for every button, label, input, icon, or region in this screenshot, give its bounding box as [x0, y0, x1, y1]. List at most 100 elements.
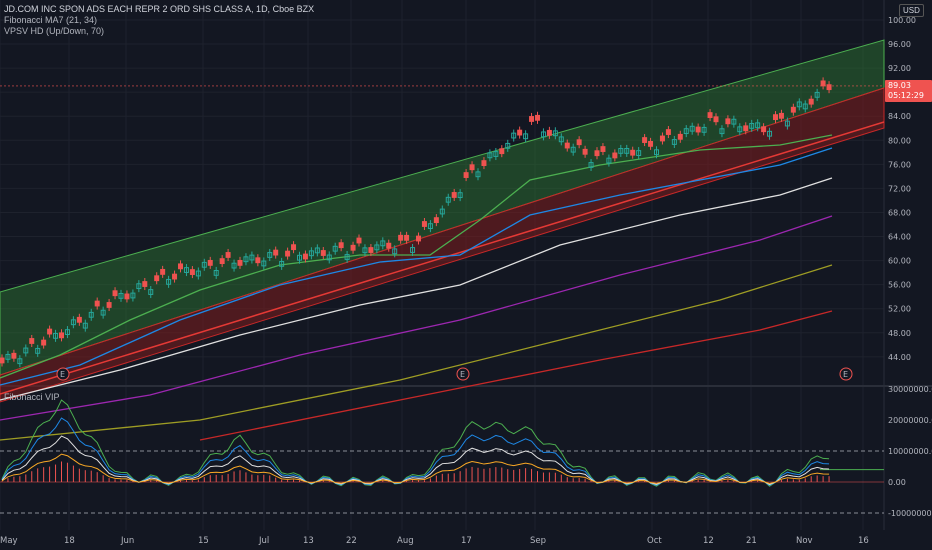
date-label[interactable]: 22	[346, 536, 357, 546]
ma-line	[0, 134, 833, 379]
candle-body	[273, 249, 279, 256]
date-label[interactable]: 13	[303, 536, 314, 546]
earnings-label: E	[843, 370, 848, 379]
vip-tick-label: 10000000.00	[888, 447, 932, 456]
date-label[interactable]: Nov	[796, 536, 813, 546]
candle-body	[457, 192, 463, 199]
candle-body	[279, 260, 285, 267]
candle-body	[642, 137, 648, 143]
price-tick-label: 56.00	[888, 281, 911, 290]
candle-body	[630, 149, 636, 156]
candle-body	[344, 254, 350, 260]
candle-body	[231, 262, 237, 269]
vip-title[interactable]: Fibonacci VIP	[4, 392, 60, 402]
earnings-marker[interactable]: E	[456, 367, 470, 381]
candle-body	[326, 254, 332, 261]
candle-body	[255, 257, 261, 264]
candle-body	[392, 248, 398, 255]
date-label[interactable]: 17	[461, 536, 472, 546]
candle-body	[261, 260, 267, 267]
earnings-marker[interactable]: E	[56, 367, 70, 381]
candle-body	[624, 147, 630, 154]
candle-body	[808, 98, 814, 105]
price-tick-label: 84.00	[888, 112, 911, 121]
price-axis[interactable]: 100.0096.0092.0088.0084.0080.0076.0072.0…	[885, 16, 932, 518]
candle-body	[142, 281, 148, 287]
candle-body	[612, 152, 618, 159]
date-label[interactable]: 21	[746, 536, 757, 546]
candle-body	[338, 242, 344, 249]
candle-body	[35, 347, 41, 354]
symbol-title[interactable]: JD.COM INC SPON ADS EACH REPR 2 ORD SHS …	[4, 4, 315, 14]
candle-body	[773, 114, 778, 121]
candle-body	[195, 270, 201, 277]
candle-body	[654, 149, 659, 156]
date-label[interactable]: Aug	[397, 536, 414, 546]
candle-body	[535, 114, 540, 121]
date-label[interactable]: Jul	[258, 536, 269, 546]
vip-tick-label: -10000000.00	[888, 509, 932, 518]
date-label[interactable]: 12	[703, 536, 714, 546]
time-axis[interactable]: May 18 Jun 15 Jul 13 22 Aug 17 Sep Oct 12 21 Nov 16	[0, 536, 869, 546]
candle-body	[368, 247, 374, 253]
earnings-circle	[839, 367, 853, 381]
date-label[interactable]: May	[0, 536, 18, 546]
candle-body	[433, 217, 439, 224]
candle-body	[189, 269, 195, 275]
channel-lower-zone	[0, 87, 885, 403]
price-tick-label: 68.00	[888, 208, 911, 217]
candle-body	[237, 259, 243, 266]
candle-body	[0, 357, 5, 364]
price-tick-label: 80.00	[888, 136, 911, 145]
price-tick-label: 52.00	[888, 305, 911, 314]
date-label[interactable]: 15	[198, 536, 209, 546]
date-label[interactable]: 18	[64, 536, 75, 546]
earnings-marker[interactable]: E	[839, 367, 853, 381]
last-price-label: 89.03	[888, 81, 911, 90]
candle-body	[493, 151, 499, 157]
candle-body	[267, 252, 273, 258]
candle-body	[225, 252, 231, 258]
indicator-ma-label[interactable]: Fibonacci MA7 (21, 34)	[4, 15, 98, 25]
price-tick-label: 76.00	[888, 160, 911, 169]
candle-body	[469, 164, 475, 171]
date-label[interactable]: Sep	[530, 536, 546, 546]
vip-tick-label: 20000000.00	[888, 416, 932, 425]
candle-body	[439, 208, 445, 215]
candle-body	[154, 275, 160, 282]
candle-body	[540, 131, 546, 138]
currency-badge[interactable]: USD	[899, 4, 924, 17]
candle-body	[481, 160, 487, 166]
candle-body	[166, 278, 172, 285]
candle-body	[445, 196, 451, 203]
candle-body	[749, 122, 755, 129]
candle-body	[374, 244, 380, 251]
candle-body	[386, 242, 392, 249]
candle-body	[511, 132, 517, 139]
price-tick-label: 60.00	[888, 257, 911, 266]
date-label[interactable]: Jun	[120, 536, 134, 546]
candle-body	[362, 247, 368, 254]
candle-body	[314, 247, 320, 254]
earnings-label: E	[460, 370, 465, 379]
candle-body	[695, 126, 701, 133]
candle-body	[5, 353, 11, 360]
vip-tick-label: 0.00	[888, 478, 906, 487]
candle-body	[160, 268, 166, 275]
candle-body	[523, 133, 529, 140]
candle-body	[582, 148, 588, 155]
candle-body	[463, 172, 469, 178]
candle-body	[100, 309, 106, 316]
candle-body	[29, 338, 35, 344]
candle-body	[302, 253, 308, 260]
candle-body	[124, 293, 130, 300]
indicator-vpsv-label[interactable]: VPSV HD (Up/Down, 70)	[4, 26, 105, 36]
date-label[interactable]: 16	[858, 536, 869, 546]
vip-tick-label: 30000000.00	[888, 385, 932, 394]
candle-body	[421, 221, 427, 227]
date-label[interactable]: Oct	[647, 536, 662, 546]
candle-body	[70, 319, 76, 326]
candle-body	[136, 283, 142, 290]
